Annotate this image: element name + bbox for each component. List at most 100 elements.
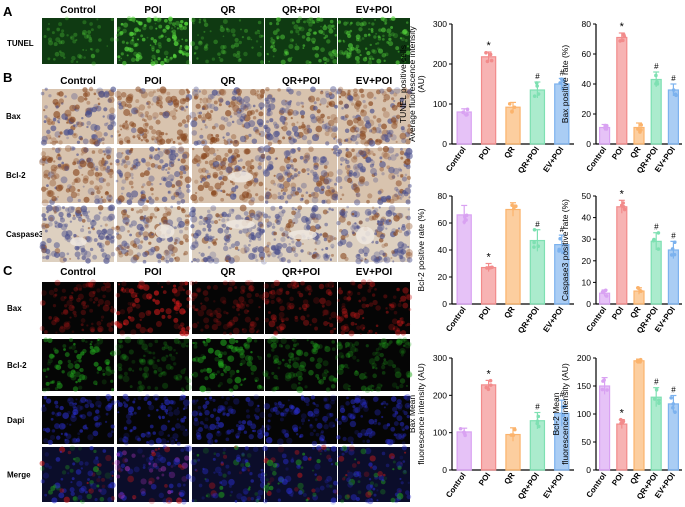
bar-control [456, 111, 472, 145]
y-axis-label: Bcl-2 positive rate (%) [416, 208, 426, 291]
if-image-merge-qr [189, 445, 267, 503]
bar-qr [633, 360, 645, 471]
data-point [563, 404, 567, 408]
panel-c-col-qr-poi: QR+POI [282, 267, 320, 278]
y-axis-label: Bax positive rate (%) [560, 45, 570, 124]
significance-mark: # [535, 220, 540, 229]
data-point [639, 128, 643, 132]
data-point [652, 237, 656, 242]
significance-mark: * [486, 40, 491, 52]
data-point [603, 123, 608, 128]
panel-b-row-caspase3: Caspase3 [6, 230, 44, 239]
x-tick-label: POI [610, 145, 625, 161]
bar-poi [480, 266, 497, 305]
significance-mark: # [671, 386, 676, 395]
data-point [654, 387, 659, 392]
data-point [461, 110, 465, 115]
data-point [487, 266, 492, 270]
panel-b-col-qr: QR [221, 76, 237, 87]
data-point [673, 410, 677, 414]
bar-chart-6: 0 50 100 150 200 Bcl-2 Mean fluorescence inten… [551, 353, 682, 501]
y-tick-label: 30 [582, 234, 592, 244]
y-tick-label: 0 [442, 465, 447, 475]
panel-a-col-ev-poi: EV+POI [356, 5, 393, 16]
y-tick-label: 50 [582, 191, 592, 201]
data-point [532, 240, 536, 245]
y-tick-label: 80 [438, 191, 448, 201]
bar-poi [480, 56, 497, 145]
y-axis-label: fluorescence intensity (AU) [560, 363, 570, 465]
panel-c-col-poi: POI [144, 267, 161, 278]
tunel-image-ev-poi [337, 16, 411, 65]
data-point [601, 379, 605, 383]
if-image-bcl-2-ev-poi [335, 337, 413, 394]
significance-mark: # [654, 62, 659, 71]
ihc-image-bax-control [40, 86, 117, 147]
panel-c-row-bcl-2: Bcl-2 [7, 361, 27, 370]
panel-b-col-qr-poi: QR+POI [282, 76, 320, 87]
panel-b-col-ev-poi: EV+POI [356, 76, 393, 87]
significance-mark: # [654, 378, 659, 387]
x-tick-label: EV+POI [541, 471, 565, 500]
data-point [621, 201, 625, 205]
data-point [462, 220, 467, 224]
y-tick-label: 0 [586, 465, 591, 475]
bar-ev-poi [667, 89, 679, 145]
data-point [557, 247, 561, 252]
if-image-bcl-2-qr [191, 337, 265, 394]
tunel-image-poi [115, 15, 191, 66]
if-image-merge-poi [114, 444, 193, 505]
ihc-image-caspase3-qr-poi [263, 204, 337, 264]
ihc-image-caspase3-control [39, 204, 116, 264]
data-point [621, 38, 625, 43]
tunel-image-qr-poi [265, 15, 339, 65]
if-image-dapi-poi [116, 393, 190, 446]
significance-mark: # [671, 74, 676, 83]
y-tick-label: 100 [433, 99, 447, 109]
data-point [561, 250, 566, 254]
data-point [534, 81, 539, 85]
data-point [657, 398, 661, 403]
ihc-image-bax-ev-poi [336, 86, 414, 147]
y-tick-label: 0 [442, 299, 447, 309]
x-tick-label: Control [585, 305, 609, 333]
y-tick-label: 50 [582, 437, 592, 447]
ihc-image-bcl-2-qr-poi [262, 145, 340, 205]
data-point [561, 79, 566, 83]
x-tick-label: POI [477, 305, 492, 321]
panel-b-col-poi: POI [144, 76, 161, 87]
data-point [535, 84, 539, 88]
data-point [536, 414, 541, 419]
data-point [463, 433, 467, 438]
if-image-merge-ev-poi [337, 445, 412, 505]
x-tick-label: QR+POI [516, 145, 541, 175]
y-tick-label: 0 [586, 139, 591, 149]
data-point [671, 88, 676, 92]
ihc-image-bcl-2-ev-poi [335, 145, 413, 206]
data-point [674, 93, 678, 98]
if-image-merge-qr-poi [262, 444, 340, 505]
bar-poi [616, 36, 628, 145]
y-tick-label: 40 [582, 79, 592, 89]
ihc-image-bcl-2-control [39, 145, 114, 207]
data-point [671, 405, 675, 410]
data-point [621, 204, 626, 209]
y-tick-label: 0 [586, 299, 591, 309]
data-point [536, 92, 541, 96]
bar-control [456, 214, 472, 305]
bar-chart-4: 0 10 20 30 40 50 Caspase3 positive rate (%) Con… [560, 188, 682, 335]
bar-poi [616, 206, 628, 305]
y-tick-label: 60 [438, 218, 448, 228]
data-point [465, 107, 470, 112]
bar-poi [616, 423, 628, 471]
data-point [654, 73, 658, 78]
y-tick-label: 200 [433, 390, 447, 400]
if-image-bax-control [39, 279, 116, 334]
data-point [564, 418, 568, 422]
data-point [484, 50, 488, 55]
data-point [618, 417, 623, 422]
data-point [652, 397, 657, 401]
significance-mark: * [620, 188, 625, 200]
data-point [558, 236, 562, 241]
significance-mark: # [535, 72, 540, 81]
